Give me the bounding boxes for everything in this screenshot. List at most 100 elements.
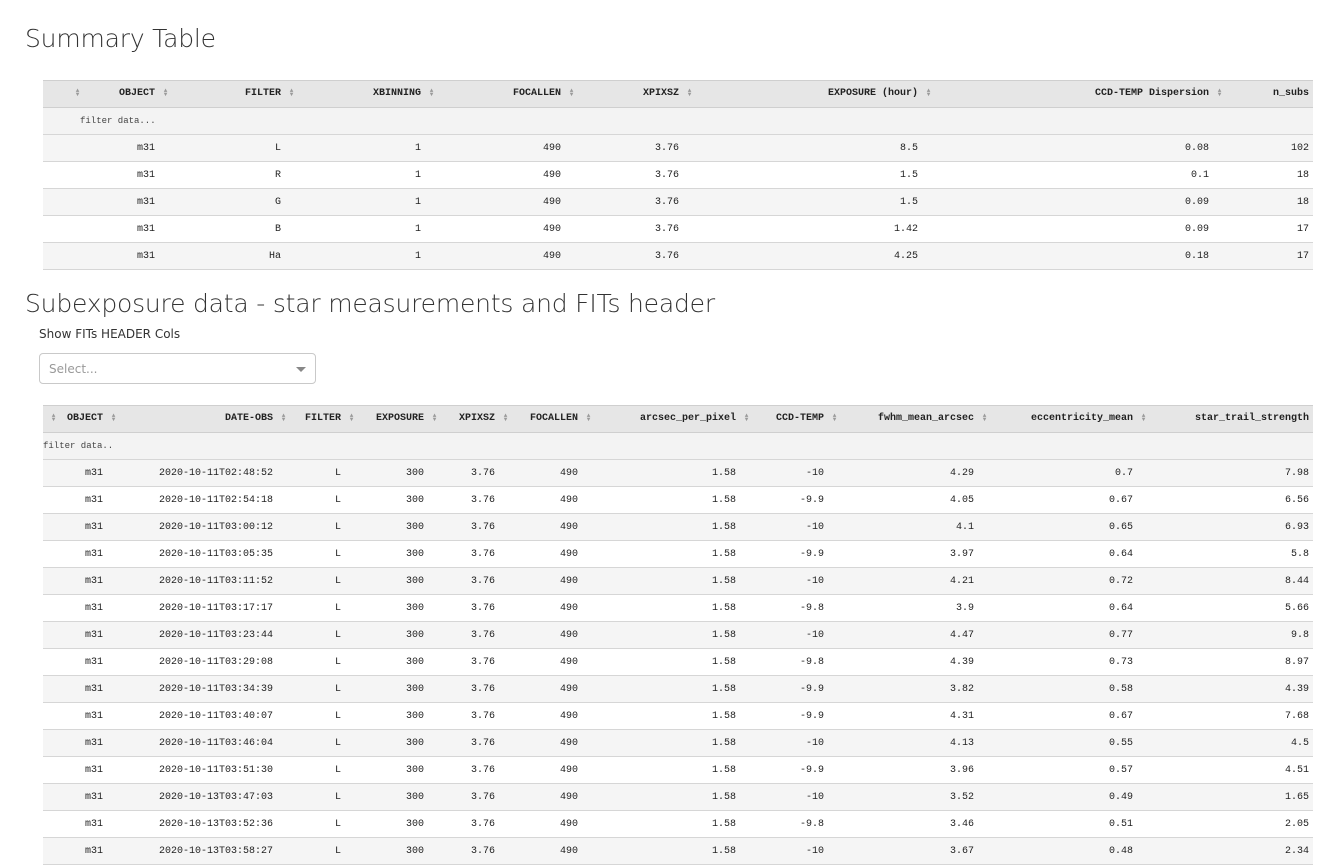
- sort-icon[interactable]: ▲ ▼: [586, 412, 591, 424]
- table-cell: 3.76: [442, 513, 513, 541]
- table-row[interactable]: m31 2020-10-13T03:52:36 L 300 3.76 490 1.58 -9.…: [43, 810, 1313, 838]
- sort-icon[interactable]: ▲ ▼: [744, 412, 749, 424]
- column-header-label: DATE-OBS: [224, 412, 273, 424]
- column-header-xpixsz[interactable]: XPIXSZ ▲ ▼: [442, 405, 513, 433]
- column-header-label: FOCALLEN: [512, 87, 561, 99]
- sort-icon[interactable]: ▲ ▼: [75, 87, 80, 99]
- sort-icon[interactable]: ▲ ▼: [111, 412, 116, 424]
- column-header-xbinning[interactable]: XBINNING ▲ ▼: [299, 80, 439, 108]
- table-cell: L: [291, 837, 359, 865]
- table-row[interactable]: m31 R 1 490 3.76 1.5 0.1 18: [43, 161, 1313, 189]
- table-row[interactable]: m31 G 1 490 3.76 1.5 0.09 18: [43, 188, 1313, 216]
- table-row[interactable]: m31 2020-10-11T03:17:17 L 300 3.76 490 1.58 -9.…: [43, 594, 1313, 622]
- sort-icon[interactable]: ▲ ▼: [832, 412, 837, 424]
- sort-icon[interactable]: ▲ ▼: [349, 412, 354, 424]
- table-row[interactable]: m31 2020-10-11T03:05:35 L 300 3.76 490 1.58 -9.…: [43, 540, 1313, 568]
- table-cell: 300: [359, 729, 442, 757]
- subexposure-filter-input[interactable]: filter data..: [43, 432, 1313, 460]
- fits-header-select[interactable]: Select...: [39, 353, 316, 384]
- sort-icon[interactable]: ▲ ▼: [926, 87, 931, 99]
- table-cell: 1.58: [596, 486, 754, 514]
- table-cell: -9.8: [754, 594, 842, 622]
- table-row[interactable]: m31 2020-10-11T03:46:04 L 300 3.76 490 1.58 -10…: [43, 729, 1313, 757]
- table-row[interactable]: m31 L 1 490 3.76 8.5 0.08 102: [43, 134, 1313, 162]
- sort-icon[interactable]: ▲ ▼: [1141, 412, 1146, 424]
- table-cell: 17: [1227, 242, 1313, 270]
- table-cell: 0.64: [992, 540, 1151, 568]
- table-cell: L: [291, 783, 359, 811]
- table-row[interactable]: m31 2020-10-11T03:11:52 L 300 3.76 490 1.58 -10…: [43, 567, 1313, 595]
- table-cell: 1: [299, 134, 439, 162]
- column-header-ccd-temp[interactable]: CCD-TEMP ▲ ▼: [754, 405, 842, 433]
- table-cell: m31: [61, 675, 121, 703]
- table-cell: 0.72: [992, 567, 1151, 595]
- table-cell: [43, 567, 61, 595]
- column-header-object[interactable]: OBJECT ▲ ▼: [85, 80, 173, 108]
- table-cell: 3.76: [442, 567, 513, 595]
- table-row[interactable]: m31 Ha 1 490 3.76 4.25 0.18 17: [43, 242, 1313, 270]
- sort-icon[interactable]: ▲ ▼: [569, 87, 574, 99]
- table-cell: 4.5: [1151, 729, 1313, 757]
- column-header-exposure-hour[interactable]: EXPOSURE (hour) ▲ ▼: [697, 80, 936, 108]
- sort-icon[interactable]: ▲ ▼: [687, 87, 692, 99]
- table-row[interactable]: m31 2020-10-13T03:47:03 L 300 3.76 490 1.58 -10…: [43, 783, 1313, 811]
- table-row[interactable]: m31 2020-10-11T03:29:08 L 300 3.76 490 1.58 -9.…: [43, 648, 1313, 676]
- table-cell: 18: [1227, 188, 1313, 216]
- sort-icon[interactable]: ▲ ▼: [281, 412, 286, 424]
- column-header-focallen[interactable]: FOCALLEN ▲ ▼: [439, 80, 579, 108]
- column-header-ccd-temp-dispersion[interactable]: CCD-TEMP Dispersion ▲ ▼: [936, 80, 1227, 108]
- column-header-n-subs[interactable]: n_subs: [1227, 80, 1313, 108]
- table-cell: -10: [754, 567, 842, 595]
- column-header-eccentricity-mean[interactable]: eccentricity_mean ▲ ▼: [992, 405, 1151, 433]
- table-cell: 4.1: [842, 513, 992, 541]
- chevron-down-icon[interactable]: [296, 367, 306, 372]
- table-row[interactable]: m31 2020-10-11T03:00:12 L 300 3.76 490 1.58 -10…: [43, 513, 1313, 541]
- column-header-object[interactable]: OBJECT ▲ ▼: [61, 405, 121, 433]
- column-header-star-trail-strength[interactable]: star_trail_strength: [1151, 405, 1313, 433]
- table-row[interactable]: m31 2020-10-11T03:40:07 L 300 3.76 490 1.58 -9.…: [43, 702, 1313, 730]
- column-header-index[interactable]: ▲ ▼: [43, 80, 85, 108]
- sort-icon[interactable]: ▲ ▼: [982, 412, 987, 424]
- column-header-exposure[interactable]: EXPOSURE ▲ ▼: [359, 405, 442, 433]
- summary-filter-input[interactable]: filter data...: [43, 107, 1313, 135]
- table-cell: 3.76: [442, 486, 513, 514]
- sort-icon[interactable]: ▲ ▼: [429, 87, 434, 99]
- column-header-index[interactable]: ▲ ▼: [43, 405, 61, 433]
- table-cell: 3.76: [579, 134, 697, 162]
- table-cell: [43, 648, 61, 676]
- sort-icon[interactable]: ▲ ▼: [1217, 87, 1222, 99]
- column-header-focallen[interactable]: FOCALLEN ▲ ▼: [513, 405, 596, 433]
- column-header-label: FILTER: [304, 412, 341, 424]
- column-header-fwhm-mean-arcsec[interactable]: fwhm_mean_arcsec ▲ ▼: [842, 405, 992, 433]
- table-row[interactable]: m31 2020-10-11T03:23:44 L 300 3.76 490 1.58 -10…: [43, 621, 1313, 649]
- table-row[interactable]: m31 2020-10-13T03:58:27 L 300 3.76 490 1.58 -10…: [43, 837, 1313, 865]
- column-header-date-obs[interactable]: DATE-OBS ▲ ▼: [121, 405, 291, 433]
- table-row[interactable]: m31 B 1 490 3.76 1.42 0.09 17: [43, 215, 1313, 243]
- table-cell: 1.58: [596, 756, 754, 784]
- table-cell: 2020-10-11T03:40:07: [121, 702, 291, 730]
- table-cell: 4.21: [842, 567, 992, 595]
- table-cell: 490: [513, 621, 596, 649]
- column-header-filter[interactable]: FILTER ▲ ▼: [291, 405, 359, 433]
- sort-icon[interactable]: ▲ ▼: [432, 412, 437, 424]
- table-row[interactable]: m31 2020-10-11T02:48:52 L 300 3.76 490 1.58 -10…: [43, 459, 1313, 487]
- column-header-filter[interactable]: FILTER ▲ ▼: [173, 80, 299, 108]
- table-cell: 2.05: [1151, 810, 1313, 838]
- table-cell: 0.58: [992, 675, 1151, 703]
- sort-icon[interactable]: ▲ ▼: [163, 87, 168, 99]
- table-cell: 0.64: [992, 594, 1151, 622]
- fits-header-select-placeholder: Select...: [49, 362, 98, 376]
- table-row[interactable]: m31 2020-10-11T03:51:30 L 300 3.76 490 1.58 -9.…: [43, 756, 1313, 784]
- sort-icon[interactable]: ▲ ▼: [289, 87, 294, 99]
- column-header-arcsec-per-pixel[interactable]: arcsec_per_pixel ▲ ▼: [596, 405, 754, 433]
- table-row[interactable]: m31 2020-10-11T02:54:18 L 300 3.76 490 1.58 -9.…: [43, 486, 1313, 514]
- table-cell: 1.42: [697, 215, 936, 243]
- table-cell: 18: [1227, 161, 1313, 189]
- sort-icon[interactable]: ▲ ▼: [503, 412, 508, 424]
- sort-icon[interactable]: ▲ ▼: [51, 412, 56, 424]
- table-cell: 1.58: [596, 621, 754, 649]
- table-cell: -10: [754, 513, 842, 541]
- column-header-xpixsz[interactable]: XPIXSZ ▲ ▼: [579, 80, 697, 108]
- table-cell: 3.76: [442, 594, 513, 622]
- table-row[interactable]: m31 2020-10-11T03:34:39 L 300 3.76 490 1.58 -9.…: [43, 675, 1313, 703]
